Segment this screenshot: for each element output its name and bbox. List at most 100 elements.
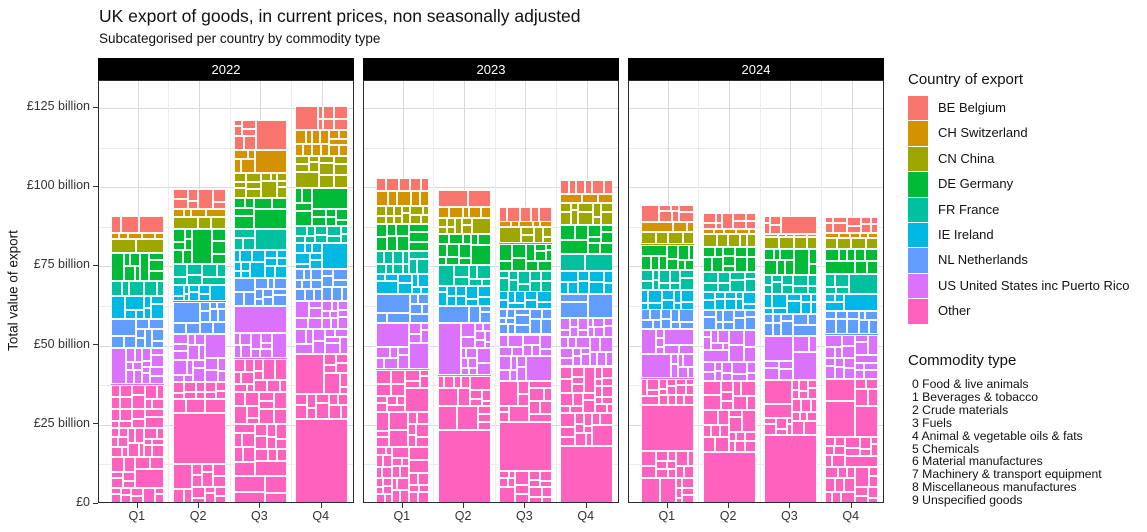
commodity-cell [118,436,129,447]
segment-2022-Q2-ie-ireland [172,285,226,302]
commodity-cell [678,259,686,270]
commodity-cell [511,257,526,271]
commodity-cell [792,285,808,294]
commodity-cell [264,257,277,266]
commodity-cell [721,212,733,229]
commodity-legend-title: Commodity type [908,352,1017,369]
commodity-cell [120,384,133,397]
commodity-cell [498,411,509,422]
facet-strip-label: 2022 [211,61,241,77]
commodity-cell [233,187,246,198]
commodity-cell [735,228,749,234]
commodity-cell [733,309,745,318]
commodity-cell [397,236,410,252]
commodity-cell [722,309,734,322]
commodity-cell [233,432,242,447]
segment-2024-Q4-ch-switzerland [825,233,879,239]
commodity-cell [722,342,729,350]
commodity-cell [240,261,250,271]
commodity-cell [201,277,226,286]
commodity-cell [260,343,272,350]
commodity-cell [392,457,403,466]
commodity-cell [560,436,576,446]
commodity-cell [253,197,272,209]
commodity-cell [664,345,680,355]
commodity-cell [641,450,657,466]
commodity-cell [120,408,133,421]
commodity-cell [560,179,570,194]
commodity-cell [825,357,836,366]
commodity-cell [676,465,685,478]
commodity-cell [656,232,669,245]
commodity-cell [183,374,193,382]
legend-swatch-de-germany [908,172,928,197]
y-tick-mark [93,264,98,266]
commodity-cell [312,217,327,227]
commodity-cell [659,255,668,270]
bar-2023-Q2 [437,190,491,502]
commodity-cell [209,301,217,309]
commodity-cell [465,299,478,307]
commodity-cell [739,233,747,247]
commodity-cell [682,494,695,502]
commodity-cell [150,456,165,469]
commodity-cell [151,348,165,356]
gridline-major [629,266,883,268]
commodity-cell [172,463,192,489]
commodity-cell [111,396,121,409]
segment-2024-Q2-be-belgium [702,212,756,229]
commodity-cell [560,239,589,254]
commodity-cell [408,434,417,447]
commodity-cell [453,265,469,278]
commodity-cell [339,130,349,140]
commodity-cell [119,420,133,428]
commodity-cell [119,427,129,437]
commodity-cell [860,233,869,239]
commodity-cell [245,181,261,189]
segment-2024-Q2-other [702,380,756,502]
commodity-cell [209,285,226,302]
commodity-cell [474,331,485,341]
bar-2024-Q3 [763,215,817,502]
gridline-minor-v [291,81,293,502]
commodity-cell [135,348,143,363]
commodity-cell [409,259,418,275]
commodity-cell [586,432,593,446]
commodity-cell [671,364,679,379]
commodity-cell [539,400,552,414]
commodity-cell [393,251,404,265]
segment-2023-Q2-ie-ireland [437,286,491,307]
commodity-cell [702,233,717,247]
commodity-cell [602,396,614,404]
commodity-cell [545,243,552,250]
commodity-cell [437,405,457,430]
commodity-cell [763,335,793,361]
commodity-cell [274,265,287,278]
commodity-cell [334,175,349,189]
commodity-cell [648,302,663,310]
segment-2022-Q3-fr-france [233,229,287,250]
commodity-cell [720,400,733,410]
commodity-cell [525,243,535,261]
commodity-cell [121,216,140,234]
commodity-cell [398,347,410,356]
commodity-cell [575,412,585,424]
commodity-cell [389,429,409,447]
commodity-cell [710,424,720,437]
commodity-cell [560,302,589,319]
commodity-cell [641,477,661,502]
commodity-cell [682,487,695,495]
commodity-cell [514,470,529,485]
commodity-cell [386,216,395,225]
commodity-cell [437,257,446,266]
commodity-cell [201,471,213,487]
commodity-cell [793,248,809,275]
commodity-cell [376,466,383,478]
commodity-cell [514,493,529,502]
commodity-cell [460,375,470,388]
x-tick-label: Q2 [454,509,472,523]
commodity-cell [702,371,715,381]
commodity-cell [437,292,447,307]
segment-2022-Q3-ch-switzerland [233,149,287,173]
commodity-cell [386,206,395,217]
